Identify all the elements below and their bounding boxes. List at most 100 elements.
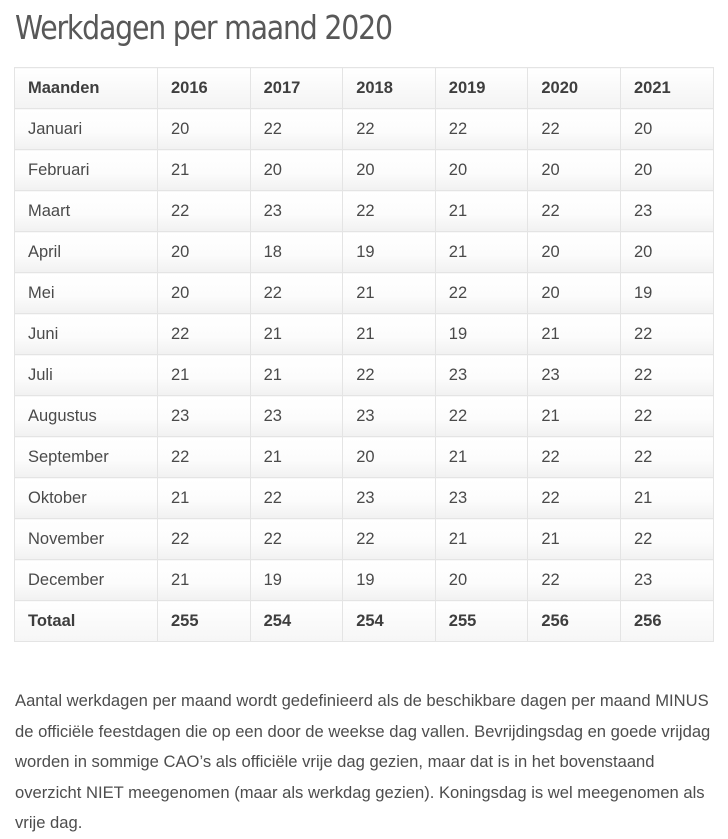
month-cell: Mei (14, 272, 158, 314)
workdays-cell: 22 (619, 395, 714, 437)
workdays-cell: 21 (434, 190, 529, 232)
workdays-cell: 23 (619, 559, 714, 601)
workdays-cell: 22 (527, 559, 621, 601)
table-row: Februari 21 20 20 20 20 20 (14, 149, 714, 191)
table-row: Mei 20 22 21 22 20 19 (14, 272, 714, 314)
workdays-cell: 21 (619, 477, 714, 519)
workdays-cell: 21 (157, 477, 251, 519)
workdays-cell: 20 (342, 149, 436, 191)
workdays-cell: 22 (342, 354, 436, 396)
header-row: Maanden 2016 2017 2018 2019 2020 2021 (14, 67, 714, 109)
workdays-cell: 22 (157, 518, 251, 560)
workdays-cell: 23 (249, 395, 344, 437)
workdays-cell: 20 (157, 108, 251, 150)
workdays-cell: 20 (619, 231, 714, 273)
table-row: April 20 18 19 21 20 20 (14, 231, 714, 273)
table-row: Maart 22 23 22 21 22 23 (14, 190, 714, 232)
workdays-cell: 23 (249, 190, 344, 232)
workdays-cell: 22 (434, 272, 529, 314)
workdays-cell: 22 (157, 313, 251, 355)
workdays-cell: 21 (527, 518, 621, 560)
workdays-cell: 22 (527, 108, 621, 150)
workdays-cell: 22 (342, 108, 436, 150)
workdays-cell: 22 (619, 518, 714, 560)
month-cell: November (14, 518, 158, 560)
table-row: Juli 21 21 22 23 23 22 (14, 354, 714, 396)
total-cell: 254 (249, 600, 344, 642)
workdays-cell: 21 (249, 313, 344, 355)
header-year-2020: 2020 (527, 67, 621, 109)
workdays-cell: 20 (157, 231, 251, 273)
workdays-cell: 21 (434, 231, 529, 273)
description-paragraph: Aantal werkdagen per maand wordt gedefin… (15, 691, 711, 832)
workdays-cell: 20 (619, 149, 714, 191)
month-cell: Juni (14, 313, 158, 355)
total-cell: 256 (527, 600, 621, 642)
workdays-cell: 19 (342, 231, 436, 273)
workdays-cell: 18 (249, 231, 344, 273)
month-cell: September (14, 436, 158, 478)
workdays-cell: 22 (249, 108, 344, 150)
header-year-2019: 2019 (434, 67, 529, 109)
workdays-cell: 23 (342, 395, 436, 437)
total-cell: 255 (157, 600, 251, 642)
month-cell: Januari (14, 108, 158, 150)
total-cell: 256 (619, 600, 714, 642)
workdays-cell: 20 (527, 149, 621, 191)
workdays-cell: 22 (527, 436, 621, 478)
total-cell: 255 (434, 600, 529, 642)
workdays-cell: 22 (527, 190, 621, 232)
workdays-table: Maanden 2016 2017 2018 2019 2020 2021 Ja… (14, 67, 714, 642)
workdays-cell: 19 (342, 559, 436, 601)
workdays-cell: 23 (434, 354, 529, 396)
workdays-cell: 22 (157, 190, 251, 232)
workdays-cell: 21 (157, 559, 251, 601)
table-row: Januari 20 22 22 22 22 20 (14, 108, 714, 150)
header-year-2018: 2018 (342, 67, 436, 109)
workdays-cell: 20 (527, 231, 621, 273)
workdays-cell: 21 (527, 313, 621, 355)
table-row: Oktober 21 22 23 23 22 21 (14, 477, 714, 519)
month-cell: Maart (14, 190, 158, 232)
header-months: Maanden (14, 67, 158, 109)
table-row: December 21 19 19 20 22 23 (14, 559, 714, 601)
workdays-cell: 22 (619, 436, 714, 478)
workdays-cell: 23 (157, 395, 251, 437)
workdays-cell: 23 (434, 477, 529, 519)
workdays-cell: 21 (249, 354, 344, 396)
workdays-cell: 21 (157, 354, 251, 396)
workdays-cell: 22 (434, 395, 529, 437)
month-cell: April (14, 231, 158, 273)
workdays-cell: 21 (249, 436, 344, 478)
table-row: Augustus 23 23 23 22 21 22 (14, 395, 714, 437)
workdays-cell: 22 (527, 477, 621, 519)
header-year-2016: 2016 (157, 67, 251, 109)
workdays-cell: 22 (249, 518, 344, 560)
workdays-cell: 21 (342, 313, 436, 355)
workdays-cell: 20 (434, 149, 529, 191)
workdays-cell: 23 (342, 477, 436, 519)
workdays-cell: 22 (619, 313, 714, 355)
workdays-cell: 22 (157, 436, 251, 478)
month-cell: Februari (14, 149, 158, 191)
workdays-cell: 20 (619, 108, 714, 150)
total-label: Totaal (14, 600, 158, 642)
header-year-2021: 2021 (619, 67, 714, 109)
workdays-cell: 21 (434, 436, 529, 478)
table-row: Juni 22 21 21 19 21 22 (14, 313, 714, 355)
workdays-cell: 22 (249, 477, 344, 519)
month-cell: Augustus (14, 395, 158, 437)
workdays-cell: 22 (434, 108, 529, 150)
workdays-cell: 22 (342, 190, 436, 232)
table-footer: Totaal 255 254 254 255 256 256 (14, 600, 714, 642)
workdays-cell: 21 (157, 149, 251, 191)
table-header: Maanden 2016 2017 2018 2019 2020 2021 (14, 67, 714, 109)
table-row: September 22 21 20 21 22 22 (14, 436, 714, 478)
workdays-cell: 22 (249, 272, 344, 314)
workdays-cell: 19 (434, 313, 529, 355)
workdays-cell: 21 (527, 395, 621, 437)
workdays-cell: 22 (619, 354, 714, 396)
workdays-cell: 19 (619, 272, 714, 314)
total-cell: 254 (342, 600, 436, 642)
total-row: Totaal 255 254 254 255 256 256 (14, 600, 714, 642)
